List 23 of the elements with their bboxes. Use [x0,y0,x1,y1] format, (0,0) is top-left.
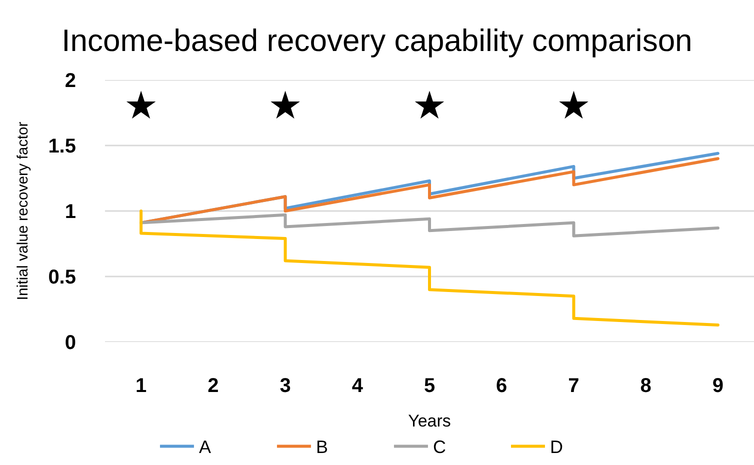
chart-title: Income-based recovery capability comparison [62,22,692,58]
x-tick-label: 6 [496,375,508,397]
legend-label: D [550,437,563,458]
legend-label: A [198,437,211,458]
y-tick-label: 1 [64,201,76,223]
y-axis-title: Initial value recovery factor [14,122,32,300]
legend-label: C [432,437,446,458]
legend-label: B [316,437,328,458]
x-tick-label: 7 [568,375,580,397]
y-tick-label: 2 [64,70,76,92]
x-tick-label: 5 [424,375,436,397]
x-tick-label: 8 [640,375,652,397]
y-tick-label: 1.5 [48,136,76,158]
y-tick-label: 0.5 [48,266,76,288]
y-tick-label: 0 [64,332,76,354]
x-tick-label: 9 [712,375,724,397]
x-tick-label: 1 [135,375,147,397]
x-tick-label: 4 [352,375,364,397]
line-series [140,213,720,238]
x-tick-label: 3 [280,375,291,397]
line-series [140,210,720,326]
x-tick-label: 2 [208,375,219,397]
x-axis-title: Years [408,411,451,430]
